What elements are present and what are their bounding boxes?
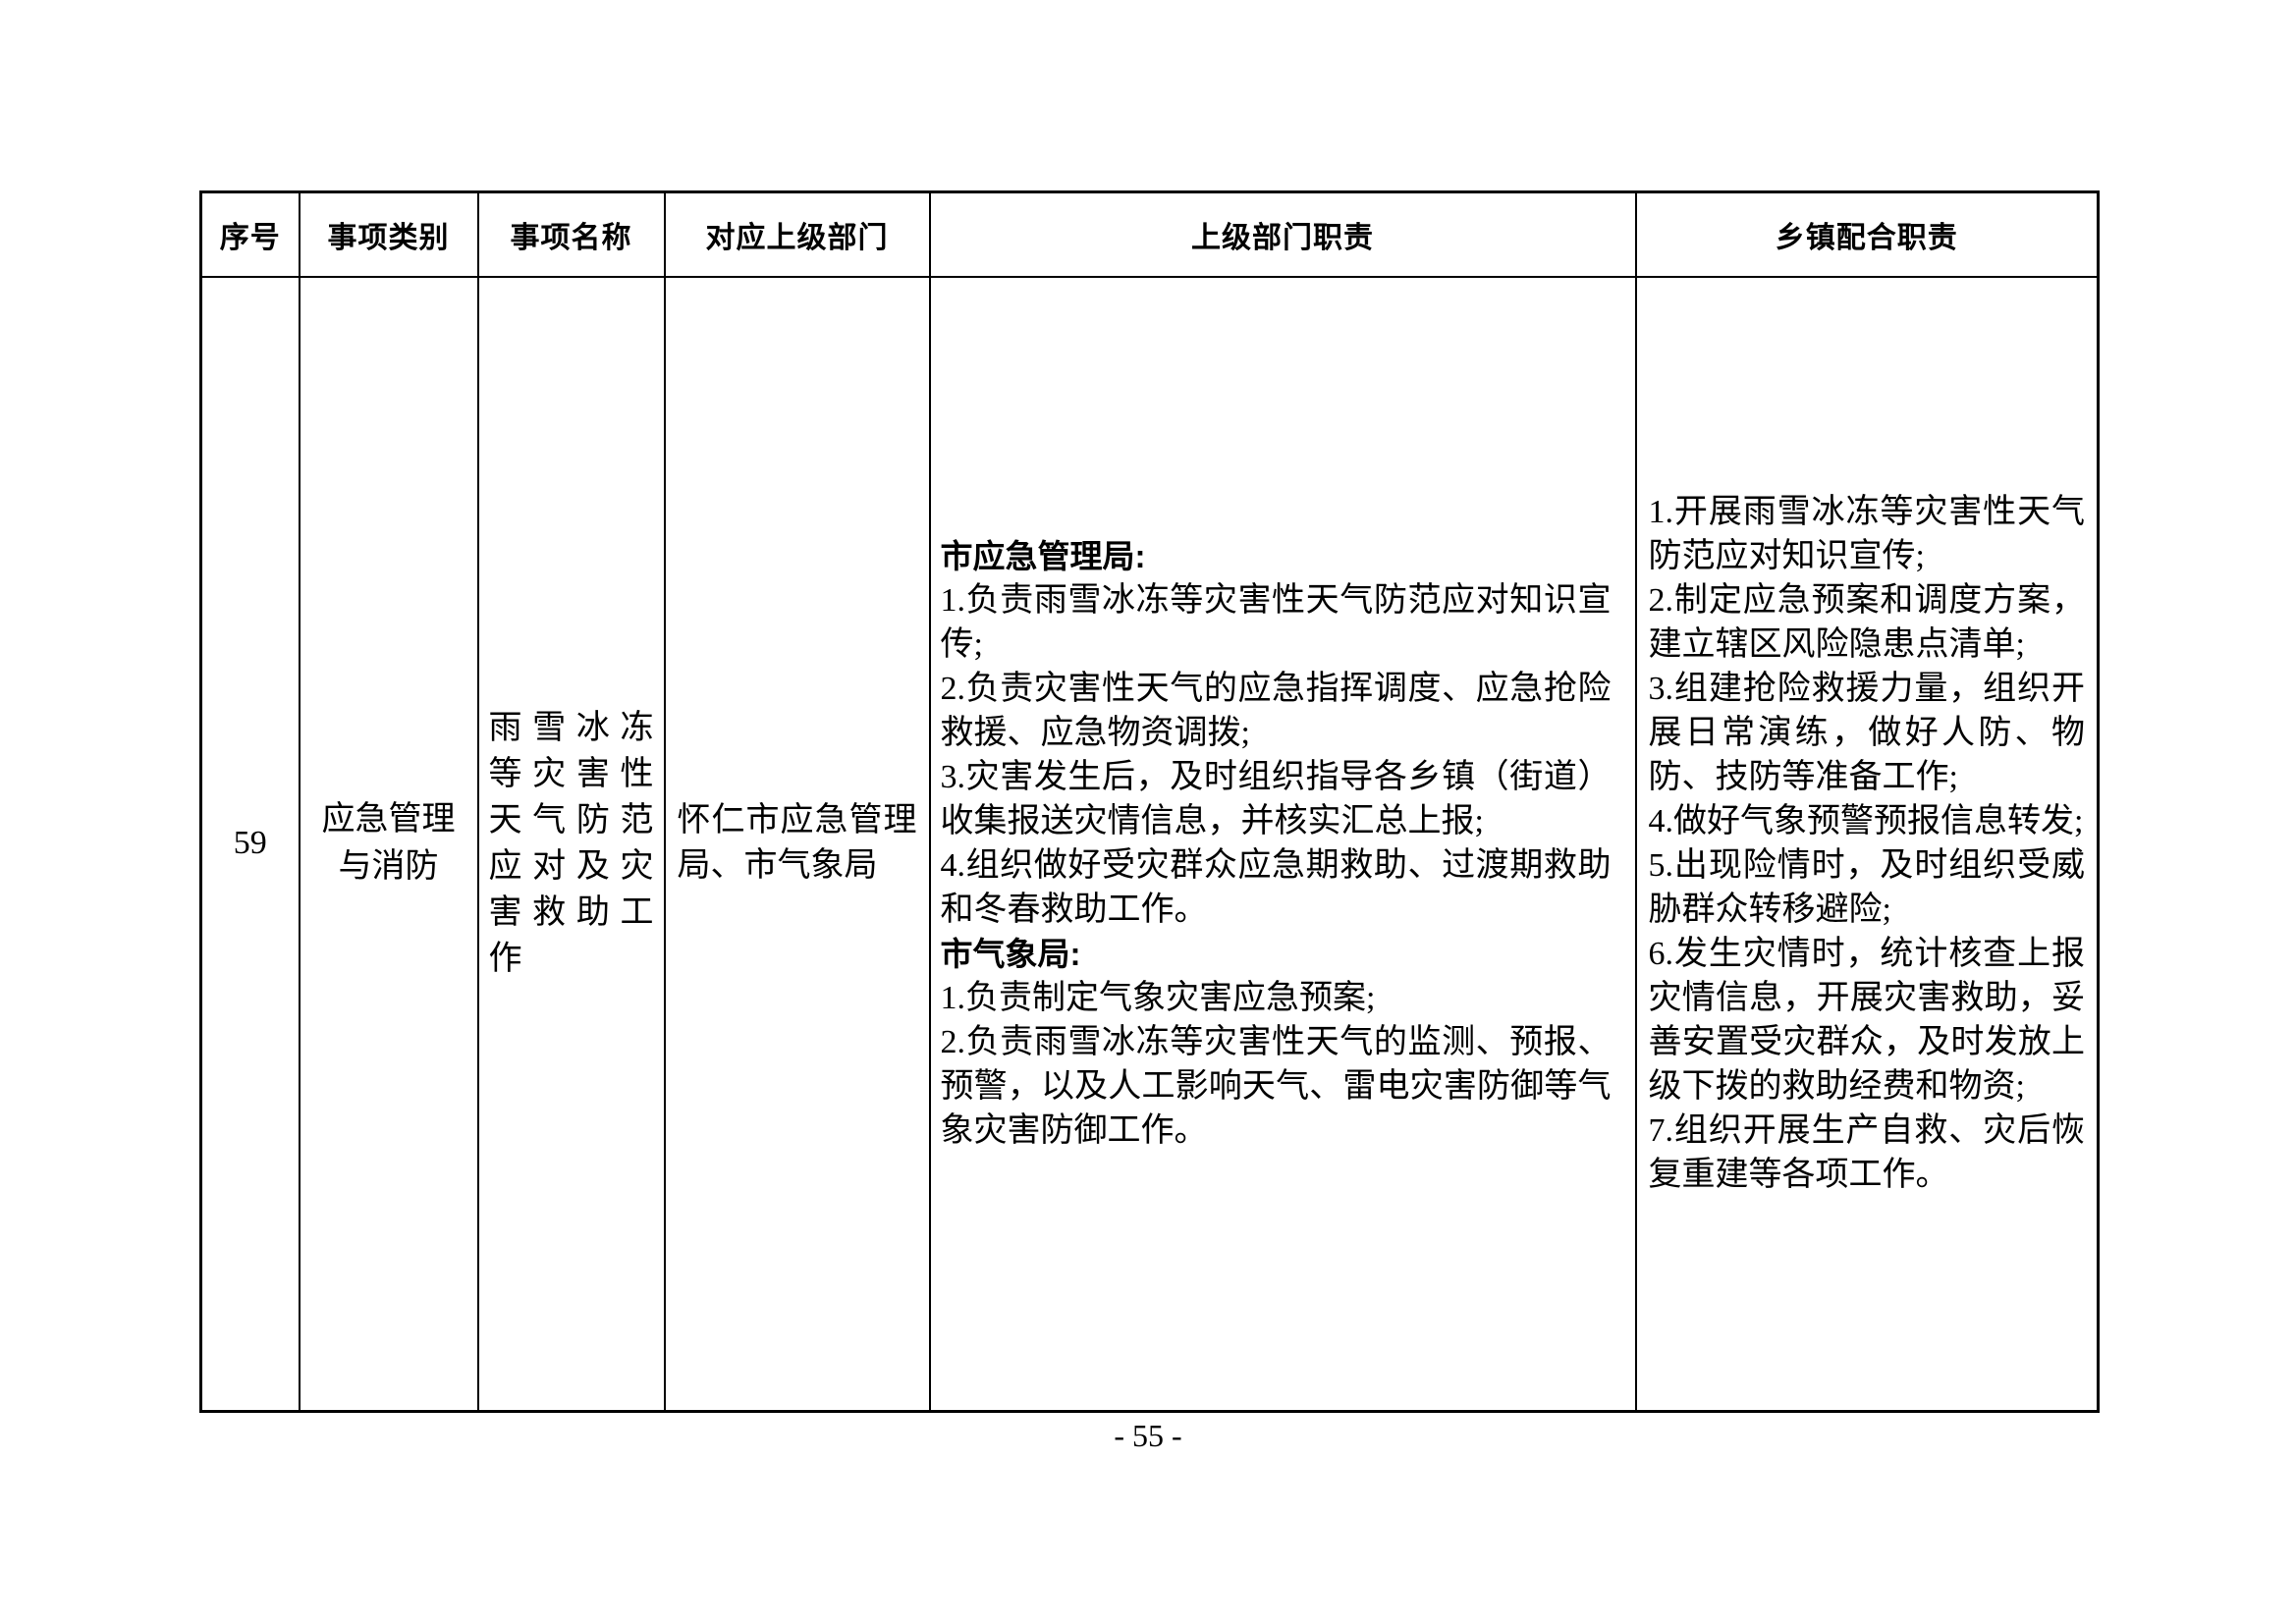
- cell-department: 怀仁市应急管理局、市气象局: [663, 275, 931, 1413]
- category-text: 应急管理与消防: [321, 801, 456, 886]
- superior-duty-item: 2.负责雨雪冰冻等灾害性天气的监测、预报、预警，以及人工影响天气、雷电灾害防御等…: [940, 1024, 1612, 1150]
- township-duty-item: 2.制定应急预案和调度方案，建立辖区风险隐患点清单;: [1648, 582, 2086, 664]
- table-row: 59 应急管理与消防 雨雪冰冻等灾害性天气防范应对及灾害救助工作 怀仁市应急管理…: [199, 275, 2100, 1413]
- cell-township-duties: 1.开展雨雪冰冻等灾害性天气防范应对知识宣传; 2.制定应急预案和调度方案，建立…: [1634, 275, 2100, 1413]
- superior-duty-item: 3.灾害发生后，及时组织指导各乡镇（街道）收集报送灾情信息，并核实汇总上报;: [940, 759, 1612, 840]
- table-header-row: 序号 事项类别 事项名称 对应上级部门 上级部门职责 乡镇配合职责: [199, 190, 2100, 278]
- header-superior-duties: 上级部门职责: [928, 190, 1637, 278]
- cell-item-name: 雨雪冰冻等灾害性天气防范应对及灾害救助工作: [476, 275, 666, 1413]
- township-duty-item: 5.出现险情时，及时组织受威胁群众转移避险;: [1648, 847, 2086, 929]
- superior-duty-item: 1.负责雨雪冰冻等灾害性天气防范应对知识宣传;: [940, 582, 1612, 664]
- header-seq: 序号: [199, 190, 301, 278]
- superior-duty-heading: 市应急管理局:: [940, 538, 1146, 575]
- township-duty-item: 3.组建抢险救援力量，组织开展日常演练，做好人防、物防、技防等准备工作;: [1648, 671, 2086, 796]
- header-item-name: 事项名称: [476, 190, 666, 278]
- superior-duties-block: 市应急管理局: 1.负责雨雪冰冻等灾害性天气防范应对知识宣传; 2.负责灾害性天…: [932, 534, 1634, 1153]
- department-text: 怀仁市应急管理局、市气象局: [677, 802, 917, 885]
- superior-duty-item: 2.负责灾害性天气的应急指挥调度、应急抢险救援、应急物资调拨;: [940, 671, 1612, 752]
- cell-seq: 59: [199, 275, 301, 1413]
- cell-superior-duties: 市应急管理局: 1.负责雨雪冰冻等灾害性天气防范应对知识宣传; 2.负责灾害性天…: [928, 275, 1637, 1413]
- duties-table: 序号 事项类别 事项名称 对应上级部门 上级部门职责 乡镇配合职责 59 应急管…: [199, 190, 2100, 1413]
- header-department: 对应上级部门: [663, 190, 931, 278]
- township-duties-block: 1.开展雨雪冰冻等灾害性天气防范应对知识宣传; 2.制定应急预案和调度方案，建立…: [1638, 490, 2097, 1197]
- township-duty-item: 1.开展雨雪冰冻等灾害性天气防范应对知识宣传;: [1648, 494, 2086, 575]
- township-duty-item: 7.组织开展生产自救、灾后恢复重建等各项工作。: [1648, 1112, 2086, 1194]
- superior-duty-heading: 市气象局:: [940, 936, 1081, 973]
- township-duty-item: 6.发生灾情时，统计核查上报灾情信息，开展灾害救助，妥善安置受灾群众，及时发放上…: [1648, 936, 2086, 1106]
- item-name-text: 雨雪冰冻等灾害性天气防范应对及灾害救助工作: [488, 710, 654, 978]
- cell-category: 应急管理与消防: [298, 275, 479, 1413]
- seq-value: 59: [233, 825, 267, 862]
- superior-duty-item: 4.组织做好受灾群众应急期救助、过渡期救助和冬春救助工作。: [940, 847, 1612, 929]
- township-duty-item: 4.做好气象预警预报信息转发;: [1648, 803, 2084, 840]
- superior-duty-item: 1.负责制定气象灾害应急预案;: [940, 980, 1376, 1017]
- page-number: - 55 -: [1114, 1418, 1182, 1453]
- header-township-duties: 乡镇配合职责: [1634, 190, 2100, 278]
- header-category: 事项类别: [298, 190, 479, 278]
